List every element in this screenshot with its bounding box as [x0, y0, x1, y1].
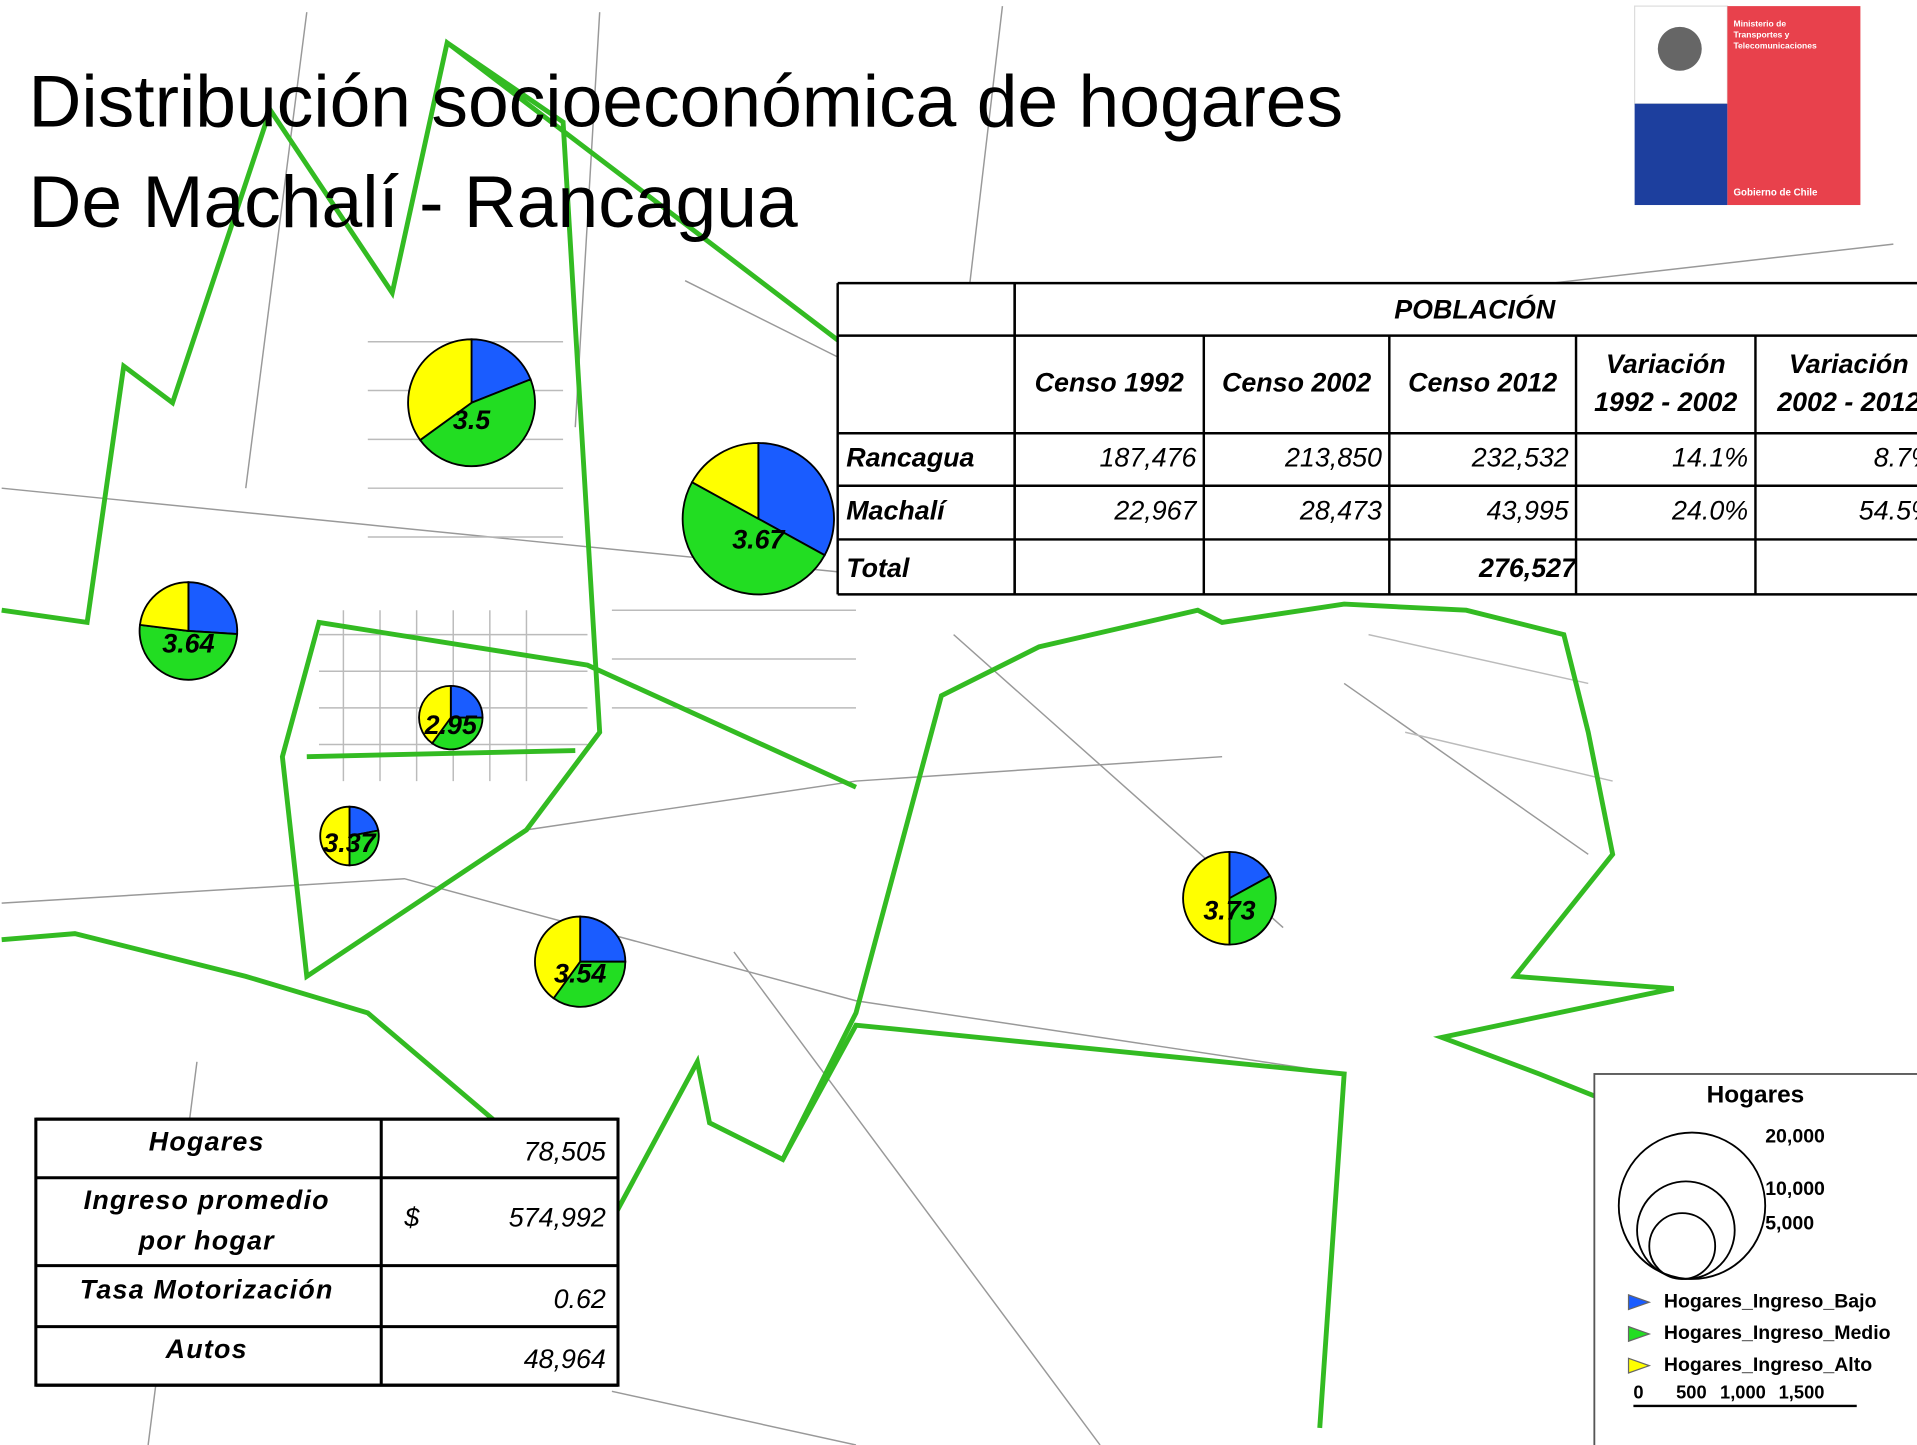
- legend-box: [1593, 1073, 1917, 1445]
- title-line: Distribución socioeconómica de hogares: [29, 61, 1344, 143]
- size-label: 10,000: [1765, 1178, 1825, 1200]
- total-label: Total: [846, 553, 910, 583]
- table-cell: 14.1%: [1672, 443, 1748, 473]
- pie-slice: [138, 581, 190, 633]
- table-cell: 24.0%: [1671, 496, 1748, 526]
- scale-label: 0: [1633, 1382, 1643, 1403]
- size-circle: [1648, 1212, 1717, 1280]
- title: Distribución socioeconómica de hogares D…: [29, 61, 1344, 243]
- pie-slice: [1228, 850, 1272, 900]
- pie-slice: [187, 581, 239, 636]
- row-label: Rancagua: [846, 443, 974, 473]
- summary-label: Ingreso promedio: [84, 1185, 330, 1215]
- summary-value: 574,992: [509, 1202, 606, 1232]
- size-label: 20,000: [1765, 1126, 1825, 1148]
- logo-text: Telecomunicaciones: [1733, 41, 1817, 51]
- summary-label: por hogar: [138, 1226, 276, 1256]
- pie: 3.37: [319, 805, 380, 867]
- table-cell: 213,850: [1284, 443, 1382, 473]
- pie-slice: [418, 378, 536, 468]
- table-cell: 22,967: [1113, 496, 1197, 526]
- pie-slice: [418, 684, 452, 745]
- legend-swatch: [1627, 1294, 1652, 1311]
- logo-text: Ministerio de: [1733, 19, 1786, 29]
- pie: 3.73: [1182, 850, 1277, 946]
- table-cell: 232,532: [1471, 443, 1569, 473]
- pie-slice: [690, 442, 760, 521]
- pie-slice: [681, 480, 826, 596]
- pie-slice: [1182, 850, 1231, 946]
- district-boundaries: [1, 38, 1675, 1429]
- summary-label: Autos: [165, 1334, 248, 1364]
- column-header: Variación: [1789, 349, 1909, 379]
- pie-label: 3.73: [1203, 895, 1255, 925]
- summary-label: Tasa Motorización: [80, 1274, 334, 1304]
- logo: Ministerio de Transportes y Telecomunica…: [1634, 5, 1861, 206]
- pie: 3.67: [681, 442, 835, 596]
- pie: 3.64: [138, 581, 239, 681]
- table-cell: 8.7%: [1874, 443, 1917, 473]
- logo-text: Gobierno de Chile: [1733, 187, 1818, 198]
- table-cell: 43,995: [1487, 496, 1569, 526]
- pie-label: 3.67: [732, 524, 785, 554]
- summary-value: 78,505: [524, 1136, 606, 1166]
- column-header: 2002 - 2012: [1776, 387, 1917, 417]
- pie-slice: [407, 338, 473, 442]
- pie-label: 3.64: [162, 629, 214, 659]
- logo-text: Transportes y: [1733, 30, 1789, 40]
- pie: 3.5: [407, 338, 536, 468]
- pie-slice: [430, 716, 484, 751]
- pie-slice: [348, 829, 380, 867]
- scale-label: 1,500: [1779, 1382, 1825, 1403]
- legend-item: Hogares_Ingreso_Alto: [1664, 1354, 1872, 1376]
- table-cell: 28,473: [1299, 496, 1382, 526]
- table-cell: 54.5%: [1859, 496, 1917, 526]
- pie-slice: [319, 805, 351, 867]
- legend-item: Hogares_Ingreso_Bajo: [1664, 1290, 1877, 1312]
- pie-label: 3.37: [323, 828, 376, 858]
- pie-slice: [534, 915, 582, 1000]
- summary-value: 48,964: [524, 1344, 606, 1374]
- logo-red: [1727, 6, 1861, 206]
- row-label: Machalí: [846, 496, 948, 526]
- scale-label: 1,000: [1720, 1382, 1766, 1403]
- pie: 2.95: [418, 684, 484, 751]
- pie-slice: [138, 623, 239, 681]
- pie-slice: [552, 960, 627, 1008]
- pie-label: 3.5: [453, 405, 491, 435]
- total-value: 276,527: [1478, 553, 1577, 583]
- legend-item: Hogares_Ingreso_Medio: [1664, 1322, 1891, 1344]
- pie-slice: [757, 442, 835, 557]
- column-header: Censo 2002: [1222, 368, 1371, 398]
- pie-label: 2.95: [424, 710, 478, 740]
- group-header: POBLACIÓN: [1394, 293, 1556, 324]
- pie-slice: [1228, 874, 1277, 946]
- pie: 3.54: [534, 915, 627, 1008]
- summary-table: [34, 1117, 620, 1387]
- legend-title: Hogares: [1707, 1081, 1805, 1108]
- summary-label: Hogares: [149, 1127, 265, 1157]
- pie-slice: [470, 338, 532, 405]
- currency: $: [403, 1202, 420, 1232]
- column-header: Censo 1992: [1035, 368, 1184, 398]
- crest: [1657, 26, 1702, 71]
- legend-swatch: [1627, 1325, 1652, 1343]
- column-header: Censo 2012: [1408, 368, 1557, 398]
- logo-blue: [1634, 103, 1728, 206]
- column-header: Variación: [1606, 349, 1726, 379]
- title-line: De Machalí - Rancagua: [29, 161, 798, 243]
- pie-slice: [579, 915, 627, 963]
- column-header: 1992 - 2002: [1594, 387, 1737, 417]
- legend-swatch: [1627, 1357, 1652, 1374]
- pie-slice: [449, 684, 484, 719]
- size-label: 5,000: [1765, 1212, 1814, 1234]
- table-cell: 187,476: [1100, 443, 1197, 473]
- pie-label: 3.54: [554, 958, 606, 988]
- scale-label: 500: [1676, 1382, 1707, 1403]
- summary-value: 0.62: [554, 1284, 606, 1314]
